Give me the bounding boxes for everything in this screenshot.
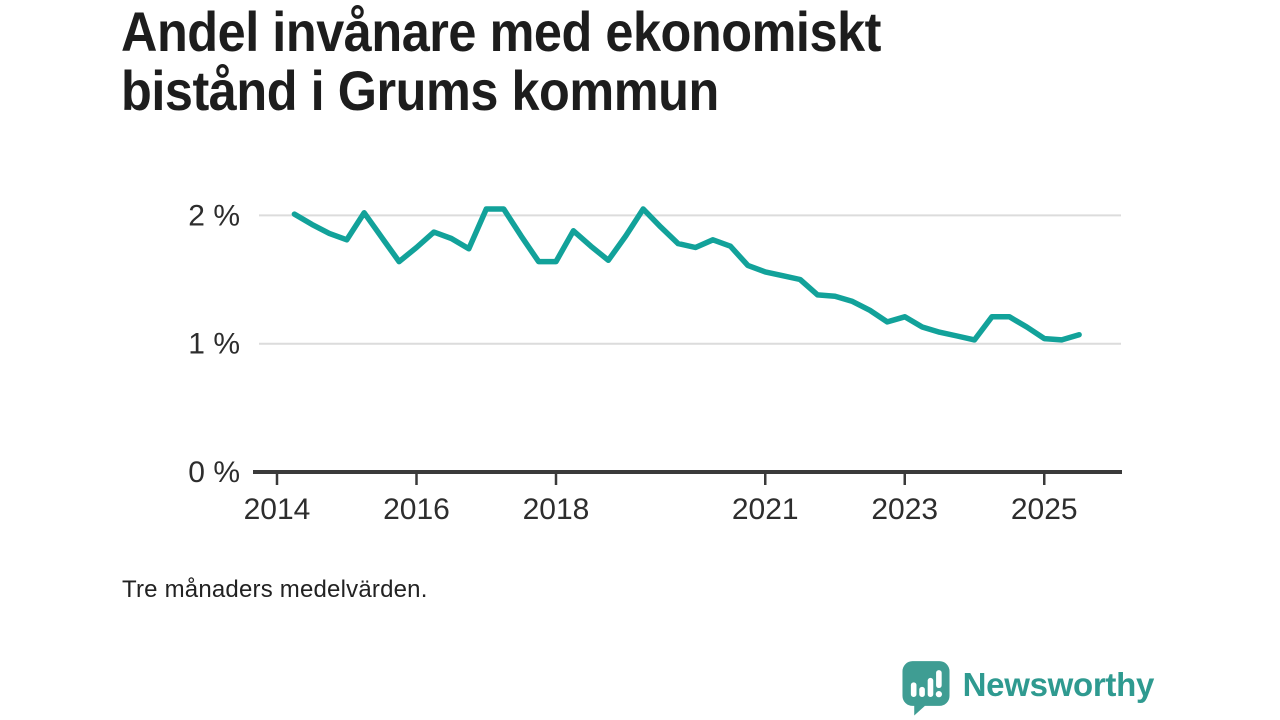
- exclamation-dot: [935, 691, 942, 698]
- newsworthy-branding: Newsworthy: [900, 661, 1155, 716]
- newsworthy-wordmark: Newsworthy: [962, 666, 1155, 703]
- newsworthy-chart-pin-icon: [902, 661, 950, 716]
- pin-shape: [902, 661, 950, 716]
- x-tick-label: 2023: [871, 493, 938, 526]
- chart-footnote: Tre månaders medelvärden.: [122, 576, 428, 603]
- data-line: [291, 206, 1082, 343]
- x-tick-label: 2021: [732, 493, 799, 526]
- chart-title-line-1: Andel invånare med ekonomiskt: [121, 0, 881, 63]
- bar-2: [918, 686, 925, 697]
- x-tick-label: 2014: [244, 493, 311, 526]
- chart-title: Andel invånare med ekonomiskt bistånd i …: [121, 2, 881, 120]
- x-tick-label: 2016: [383, 493, 450, 526]
- bar-3: [927, 677, 933, 697]
- x-tick-label: 2025: [1011, 493, 1078, 526]
- y-tick-label: 2 %: [188, 199, 240, 232]
- exclamation-bar: [935, 670, 942, 688]
- y-tick-label: 1 %: [188, 328, 240, 361]
- x-tick-label: 2018: [523, 493, 590, 526]
- bar-1: [910, 682, 917, 697]
- chart-title-line-2: bistånd i Grums kommun: [121, 59, 719, 122]
- y-tick-label: 0 %: [188, 456, 240, 489]
